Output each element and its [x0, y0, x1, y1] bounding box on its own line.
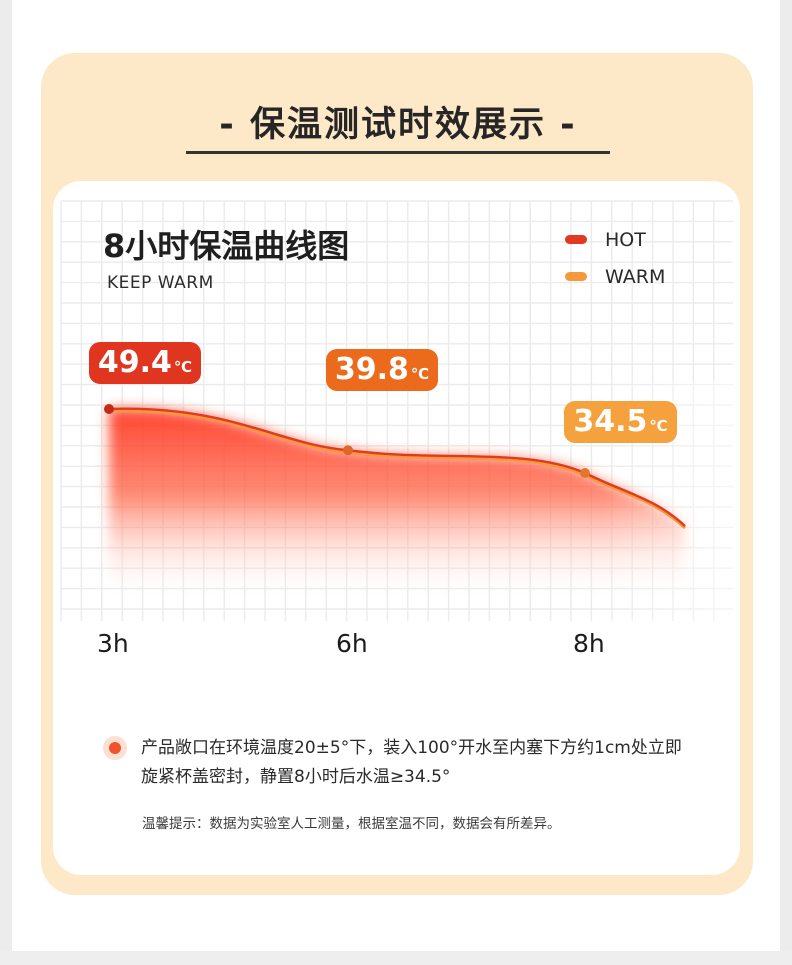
data-label-value: 49.4	[97, 345, 172, 380]
test-note-text: 产品敞口在环境温度20±5°下，装入100°开水至内塞下方约1cm处立即旋紧杯盖…	[141, 738, 682, 787]
page-margin-bottom	[0, 951, 792, 965]
data-point-8h	[580, 468, 590, 478]
legend-item-hot: HOT	[565, 221, 665, 258]
chart-card: 8小时保温曲线图 KEEP WARM HOT WARM 49.4 ℃ 39.8 ℃ …	[53, 181, 740, 875]
test-note: 产品敞口在环境温度20±5°下，装入100°开水至内塞下方约1cm处立即旋紧杯盖…	[103, 734, 691, 792]
x-tick-6h: 6h	[336, 629, 368, 658]
data-label-unit: ℃	[173, 358, 193, 376]
data-label-3h: 49.4 ℃	[89, 342, 201, 384]
legend-swatch-warm	[565, 272, 587, 281]
x-tick-8h: 8h	[573, 629, 605, 658]
heading-wrap: - 保温测试时效展示 -	[186, 96, 610, 154]
legend-item-warm: WARM	[565, 258, 665, 295]
series-lines	[108, 407, 687, 530]
page-margin-right	[780, 0, 792, 965]
page-heading: - 保温测试时效展示 -	[219, 105, 577, 145]
bullet-dot-icon	[103, 736, 127, 760]
data-label-value: 39.8	[334, 352, 409, 387]
legend-label-hot: HOT	[605, 228, 646, 251]
data-label-unit: ℃	[649, 417, 668, 435]
chart-subtitle: KEEP WARM	[107, 273, 214, 293]
legend-label-warm: WARM	[605, 265, 666, 288]
data-points	[104, 404, 590, 478]
chart-title: 8小时保温曲线图	[103, 227, 350, 265]
page-margin-left	[0, 0, 12, 965]
data-point-6h	[343, 445, 353, 456]
data-label-6h: 39.8 ℃	[326, 349, 438, 391]
data-point-3h	[104, 404, 114, 414]
x-tick-3h: 3h	[97, 629, 129, 658]
data-label-8h: 34.5 ℃	[564, 401, 677, 443]
chart-legend: HOT WARM	[565, 221, 665, 295]
data-label-unit: ℃	[410, 365, 430, 383]
legend-swatch-hot	[565, 235, 587, 244]
series-line-warm	[108, 409, 687, 530]
heading-underline	[186, 151, 610, 154]
data-label-value: 34.5	[573, 404, 648, 439]
hint-text: 温馨提示：数据为实验室人工测量，根据室温不同，数据会有所差异。	[142, 816, 561, 832]
series-line-hot	[108, 407, 686, 527]
